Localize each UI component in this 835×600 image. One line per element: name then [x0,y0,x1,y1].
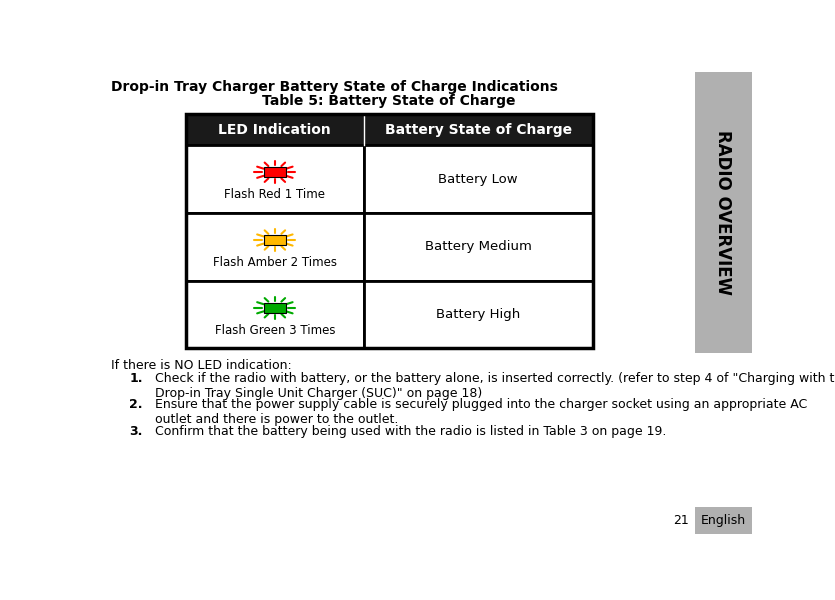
Bar [185,145,364,213]
Bar [364,145,593,213]
Text: Check if the radio with battery, or the battery alone, is inserted correctly. (r: Check if the radio with battery, or the … [154,371,835,400]
Text: Flash Red 1 Time: Flash Red 1 Time [225,188,326,201]
Text: 21: 21 [673,514,689,527]
Text: Flash Amber 2 Times: Flash Amber 2 Times [213,256,337,269]
Text: Table 5: Battery State of Charge: Table 5: Battery State of Charge [262,94,516,108]
Bar [695,72,752,353]
Text: Battery Medium: Battery Medium [425,240,532,253]
Bar [695,507,752,534]
Text: Battery State of Charge: Battery State of Charge [385,123,572,137]
Bar [185,213,364,281]
Text: 3.: 3. [129,425,143,439]
Bar [264,235,286,245]
Bar [264,302,286,313]
Text: RADIO OVERVIEW: RADIO OVERVIEW [714,130,732,295]
Bar [264,167,286,178]
Text: Ensure that the power supply cable is securely plugged into the charger socket u: Ensure that the power supply cable is se… [154,398,807,427]
Text: Drop-in Tray Charger Battery State of Charge Indications: Drop-in Tray Charger Battery State of Ch… [110,80,558,94]
Text: Battery High: Battery High [436,308,520,321]
Text: 2.: 2. [129,398,143,412]
Text: 1.: 1. [129,371,143,385]
Bar [364,213,593,281]
Bar [185,115,593,145]
Text: English: English [701,514,746,527]
Bar [185,281,364,349]
Text: LED Indication: LED Indication [219,123,331,137]
Text: If there is NO LED indication:: If there is NO LED indication: [110,359,291,372]
Bar [364,281,593,349]
Text: Flash Green 3 Times: Flash Green 3 Times [215,323,335,337]
Text: Battery Low: Battery Low [438,173,519,185]
Bar [185,115,593,349]
Text: Confirm that the battery being used with the radio is listed in Table 3 on page : Confirm that the battery being used with… [154,425,666,439]
